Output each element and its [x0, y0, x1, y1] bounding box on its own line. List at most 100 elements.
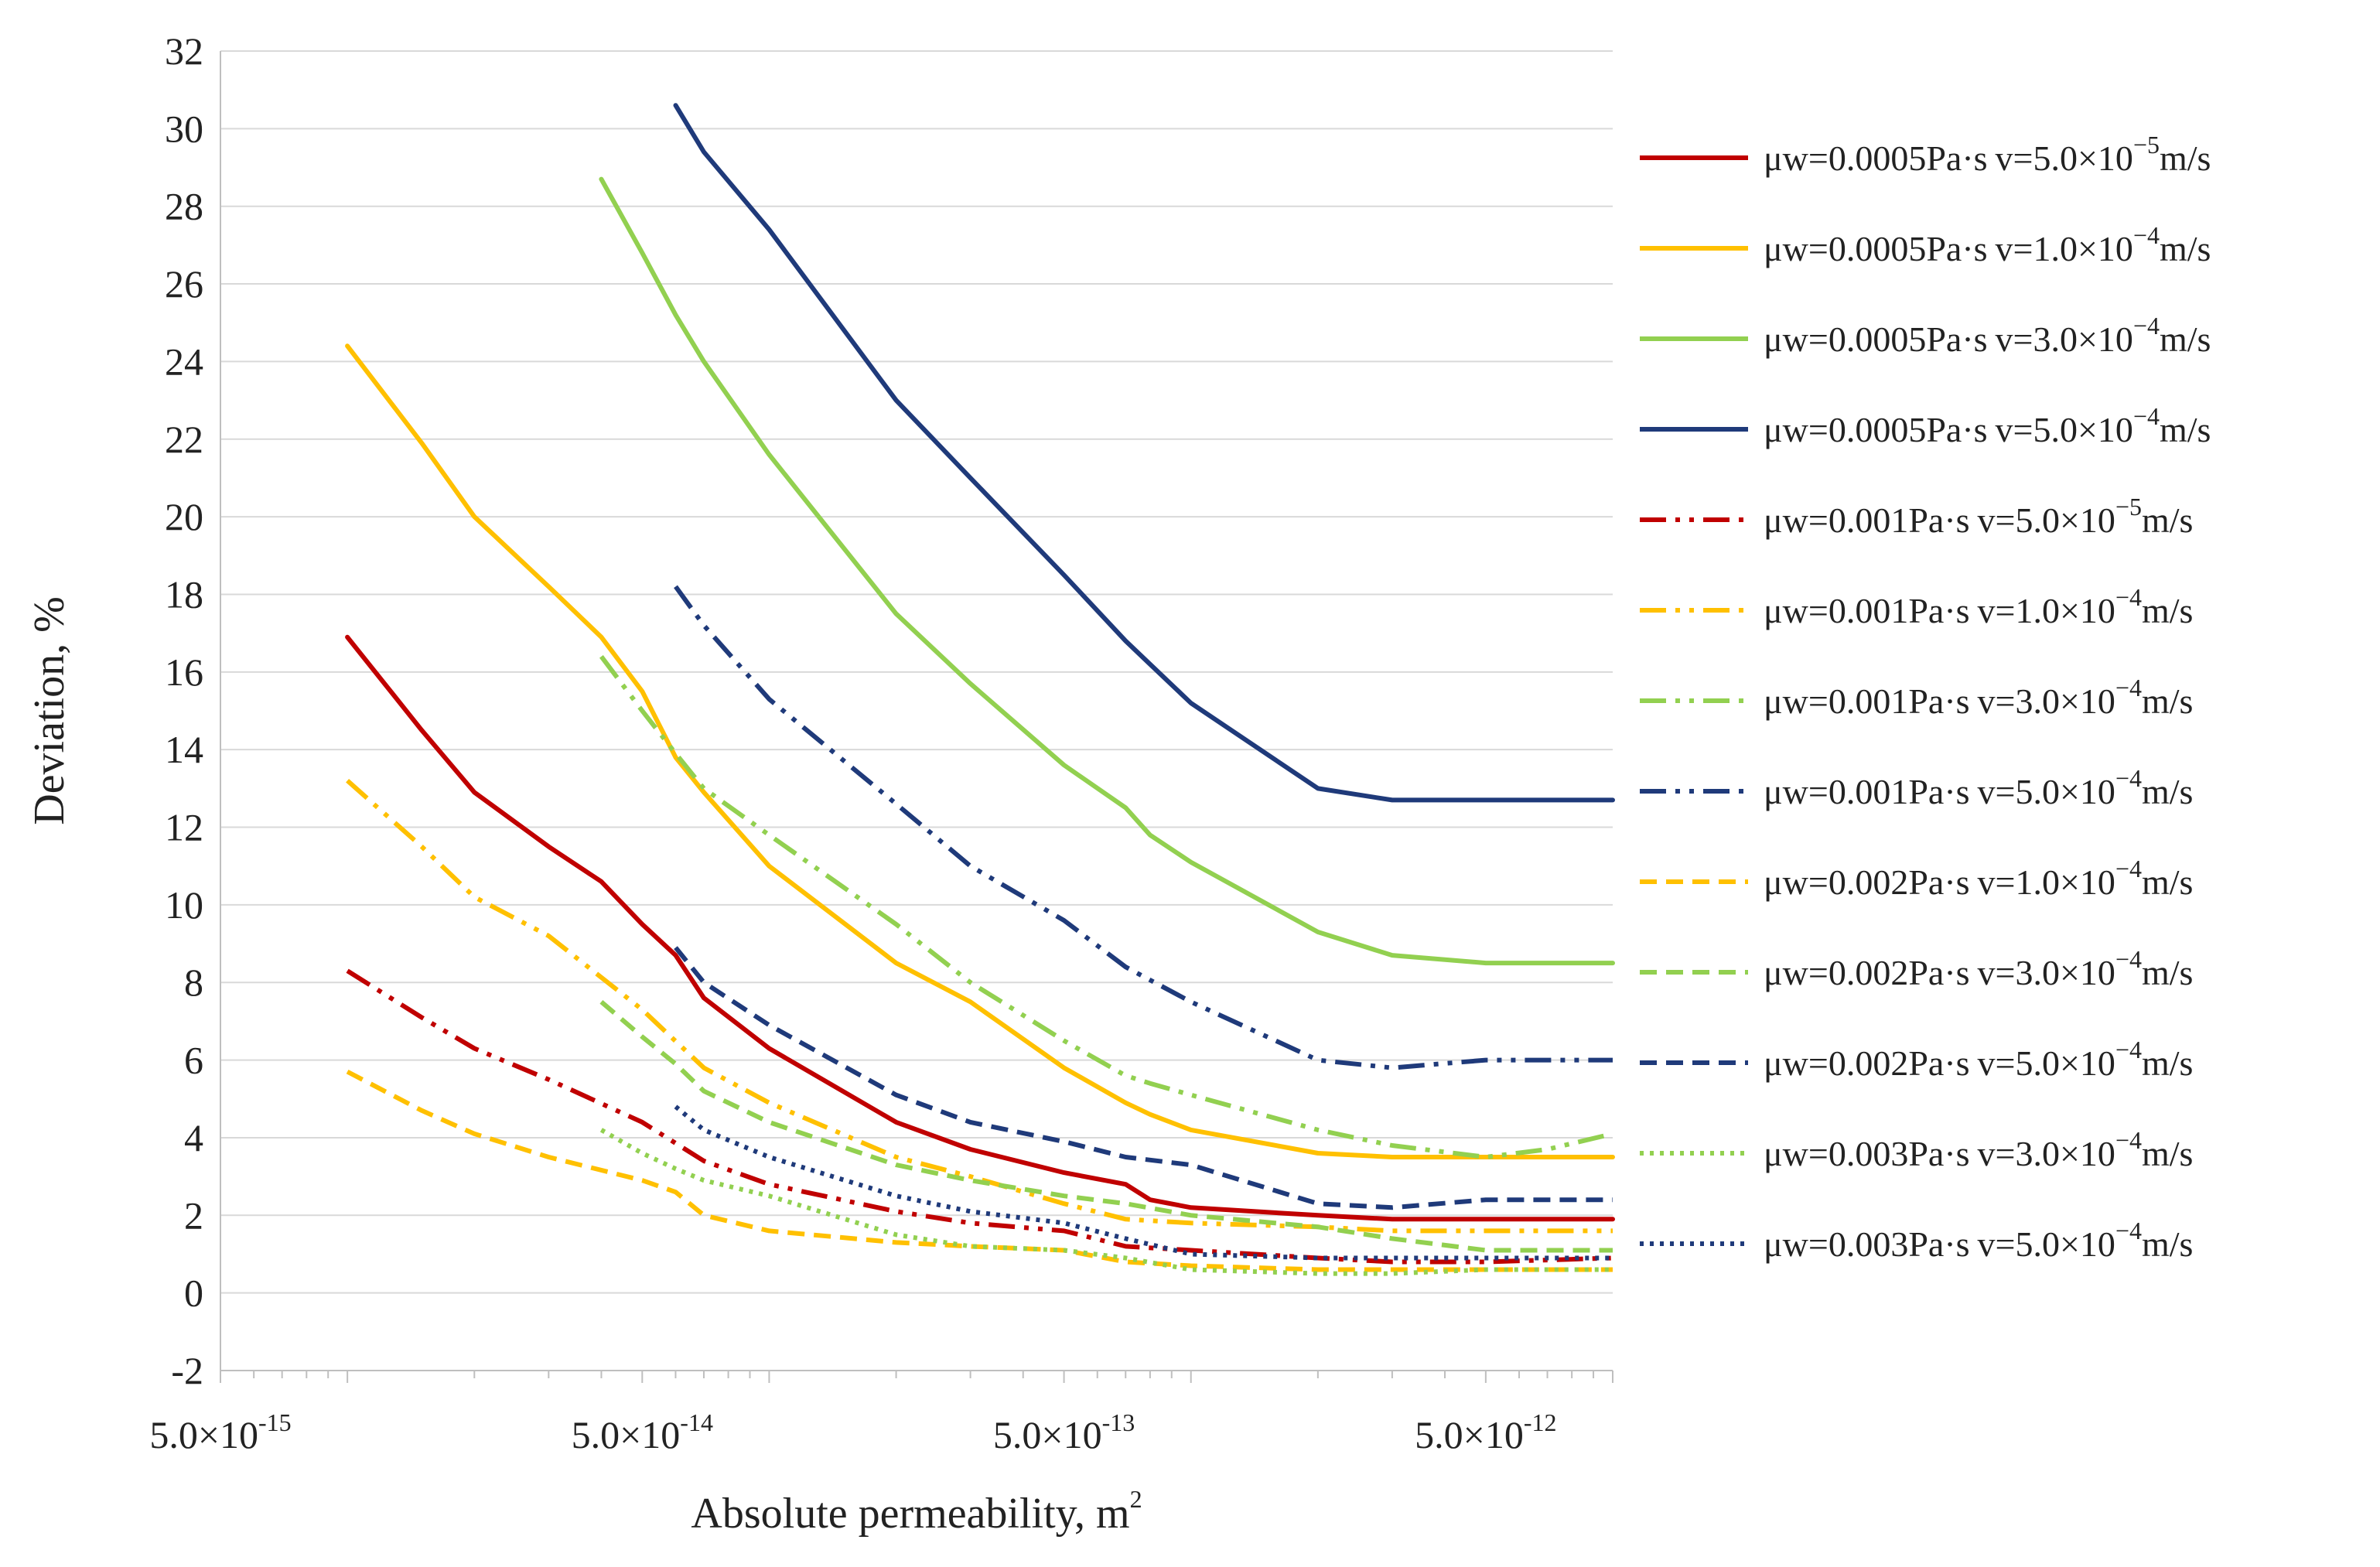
x-tick-label: 5.0×10-15: [149, 1408, 291, 1456]
x-tick-times: ×: [1463, 1413, 1485, 1456]
legend-label: μw=0.001Pa·s v=5.0×10−4m/s: [1764, 764, 2193, 811]
legend-velocity-unit: m/s: [2142, 591, 2193, 630]
legend-item-12: μw=0.003Pa·s v=3.0×10−4m/s: [1640, 1126, 2193, 1173]
legend-velocity-unit: m/s: [2160, 319, 2211, 359]
legend-label: μw=0.0005Pa·s v=5.0×10−4m/s: [1764, 402, 2211, 449]
x-tick-mantissa: 5.0: [572, 1413, 620, 1456]
series-line-10: [599, 1000, 1613, 1253]
y-tick-label: 8: [184, 961, 203, 1004]
x-tick-exponent: -13: [1102, 1408, 1135, 1436]
legend-velocity-exponent: −4: [2115, 1217, 2142, 1244]
legend-item-7: μw=0.001Pa·s v=3.0×10−4m/s: [1640, 674, 2193, 721]
y-tick-label: 12: [165, 806, 203, 849]
legend-item-4: μw=0.0005Pa·s v=5.0×10−4m/s: [1640, 402, 2211, 449]
legend-velocity-unit: m/s: [2142, 953, 2193, 992]
axes: [220, 51, 1613, 1383]
legend-label: μw=0.002Pa·s v=3.0×10−4m/s: [1764, 945, 2193, 992]
legend: μw=0.0005Pa·s v=5.0×10−5m/sμw=0.0005Pa·s v…: [1640, 131, 2211, 1264]
series-line-2: [345, 343, 1615, 1159]
x-tick-exponent: -14: [680, 1408, 713, 1436]
series-line-1: [345, 634, 1615, 1222]
legend-velocity: v=3.0×10: [1978, 953, 2115, 992]
legend-viscosity: μw=0.001Pa·s: [1764, 772, 1970, 811]
y-tick-label: 28: [165, 185, 203, 228]
legend-velocity-unit: m/s: [2142, 681, 2193, 721]
series-line-7: [599, 654, 1613, 1159]
y-tick-label: 2: [184, 1193, 203, 1237]
legend-label: μw=0.0005Pa·s v=1.0×10−4m/s: [1764, 221, 2211, 268]
series-line-4: [673, 103, 1615, 803]
y-tick-label: 18: [165, 572, 203, 616]
series-line-6: [346, 779, 1613, 1234]
legend-item-13: μw=0.003Pa·s v=5.0×10−4m/s: [1640, 1217, 2193, 1264]
x-tick-mantissa: 5.0: [1415, 1413, 1463, 1456]
legend-item-1: μw=0.0005Pa·s v=5.0×10−5m/s: [1640, 131, 2211, 178]
legend-velocity: v=5.0×10: [1978, 500, 2115, 540]
legend-velocity: v=3.0×10: [1996, 319, 2133, 359]
y-tick-label: 20: [165, 495, 203, 538]
legend-velocity-exponent: −4: [2115, 945, 2142, 973]
y-tick-label: 14: [165, 728, 203, 771]
series-line-13: [674, 1104, 1613, 1261]
y-tick-label: 22: [165, 418, 203, 461]
legend-velocity-exponent: −4: [2115, 583, 2142, 611]
legend-velocity: v=1.0×10: [1978, 591, 2115, 630]
legend-label: μw=0.001Pa·s v=3.0×10−4m/s: [1764, 674, 2193, 721]
legend-viscosity: μw=0.0005Pa·s: [1764, 319, 1988, 359]
x-tick-exponent: -15: [258, 1408, 292, 1436]
legend-viscosity: μw=0.002Pa·s: [1764, 1043, 1970, 1083]
legend-viscosity: μw=0.003Pa·s: [1764, 1134, 1970, 1173]
legend-velocity-unit: m/s: [2160, 229, 2211, 268]
legend-velocity: v=3.0×10: [1978, 681, 2115, 721]
legend-velocity: v=1.0×10: [1996, 229, 2133, 268]
legend-velocity-unit: m/s: [2142, 772, 2193, 811]
x-tick-times: ×: [198, 1413, 220, 1456]
x-axis-title: Absolute permeability, m2: [691, 1485, 1142, 1538]
y-tick-label: 16: [165, 650, 203, 694]
legend-item-2: μw=0.0005Pa·s v=1.0×10−4m/s: [1640, 221, 2211, 268]
legend-velocity-exponent: −4: [2115, 674, 2142, 702]
legend-label: μw=0.0005Pa·s v=3.0×10−4m/s: [1764, 312, 2211, 359]
series-line-8: [674, 585, 1613, 1070]
series-line-11: [674, 946, 1613, 1210]
legend-label: μw=0.001Pa·s v=5.0×10−5m/s: [1764, 493, 2193, 540]
y-tick-label: 26: [165, 262, 203, 306]
y-tick-label: 6: [184, 1039, 203, 1082]
legend-velocity: v=3.0×10: [1978, 1134, 2115, 1173]
x-tick-base: 10: [641, 1413, 680, 1456]
legend-viscosity: μw=0.0005Pa·s: [1764, 138, 1988, 178]
legend-label: μw=0.0005Pa·s v=5.0×10−5m/s: [1764, 131, 2211, 178]
legend-velocity-exponent: −4: [2115, 764, 2142, 792]
legend-velocity: v=5.0×10: [1978, 1043, 2115, 1083]
series-line-9: [346, 1069, 1613, 1272]
legend-item-9: μw=0.002Pa·s v=1.0×10−4m/s: [1640, 855, 2193, 902]
legend-viscosity: μw=0.001Pa·s: [1764, 681, 1970, 721]
x-tick-mantissa: 5.0: [149, 1413, 198, 1456]
legend-velocity: v=5.0×10: [1978, 772, 2115, 811]
x-tick-times: ×: [620, 1413, 641, 1456]
y-tick-label: 10: [165, 883, 203, 927]
legend-velocity: v=5.0×10: [1978, 1224, 2115, 1264]
y-tick-label: 0: [184, 1272, 203, 1315]
tick-labels: -2024681012141618202224262830325.0×10-15…: [149, 29, 1556, 1456]
x-tick-base: 10: [1485, 1413, 1524, 1456]
legend-velocity-unit: m/s: [2142, 500, 2193, 540]
legend-label: μw=0.001Pa·s v=1.0×10−4m/s: [1764, 583, 2193, 630]
gridlines: [220, 50, 1613, 1294]
x-tick-label: 5.0×10-13: [993, 1408, 1135, 1456]
legend-velocity-unit: m/s: [2142, 1224, 2193, 1264]
legend-item-5: μw=0.001Pa·s v=5.0×10−5m/s: [1640, 493, 2193, 540]
y-tick-label: 30: [165, 107, 203, 150]
x-axis-title-superscript: 2: [1130, 1485, 1142, 1513]
legend-label: μw=0.002Pa·s v=1.0×10−4m/s: [1764, 855, 2193, 902]
legend-velocity-unit: m/s: [2160, 138, 2211, 178]
legend-velocity-exponent: −4: [2133, 312, 2160, 340]
x-tick-times: ×: [1041, 1413, 1063, 1456]
legend-velocity-unit: m/s: [2160, 410, 2211, 449]
series-lines: [345, 103, 1615, 1276]
legend-viscosity: μw=0.0005Pa·s: [1764, 229, 1988, 268]
legend-velocity-unit: m/s: [2142, 862, 2193, 902]
